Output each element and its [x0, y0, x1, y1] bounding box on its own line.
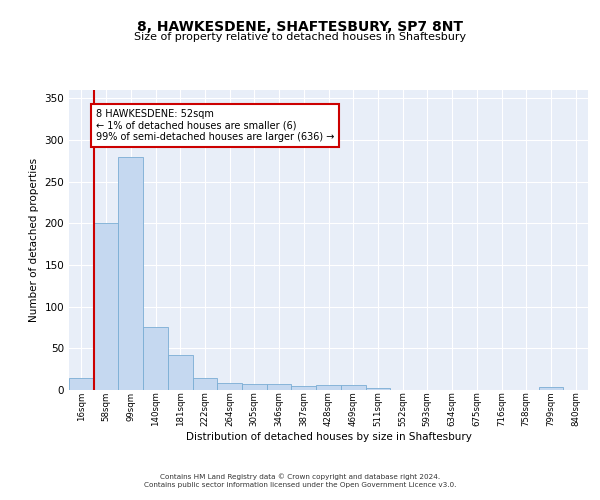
Bar	[539, 386, 563, 390]
X-axis label: Distribution of detached houses by size in Shaftesbury: Distribution of detached houses by size …	[185, 432, 472, 442]
Text: 8 HAWKESDENE: 52sqm
← 1% of detached houses are smaller (6)
99% of semi-detached: 8 HAWKESDENE: 52sqm ← 1% of detached hou…	[95, 109, 334, 142]
Y-axis label: Number of detached properties: Number of detached properties	[29, 158, 39, 322]
Text: 8, HAWKESDENE, SHAFTESBURY, SP7 8NT: 8, HAWKESDENE, SHAFTESBURY, SP7 8NT	[137, 20, 463, 34]
Bar	[69, 378, 94, 390]
Bar	[365, 388, 390, 390]
Bar	[193, 378, 217, 390]
Bar	[118, 156, 143, 390]
Bar	[143, 326, 168, 390]
Text: Contains HM Land Registry data © Crown copyright and database right 2024.
Contai: Contains HM Land Registry data © Crown c…	[144, 474, 456, 488]
Text: Size of property relative to detached houses in Shaftesbury: Size of property relative to detached ho…	[134, 32, 466, 42]
Bar	[242, 384, 267, 390]
Bar	[94, 224, 118, 390]
Bar	[168, 355, 193, 390]
Bar	[292, 386, 316, 390]
Bar	[341, 385, 365, 390]
Bar	[217, 382, 242, 390]
Bar	[316, 385, 341, 390]
Bar	[267, 384, 292, 390]
